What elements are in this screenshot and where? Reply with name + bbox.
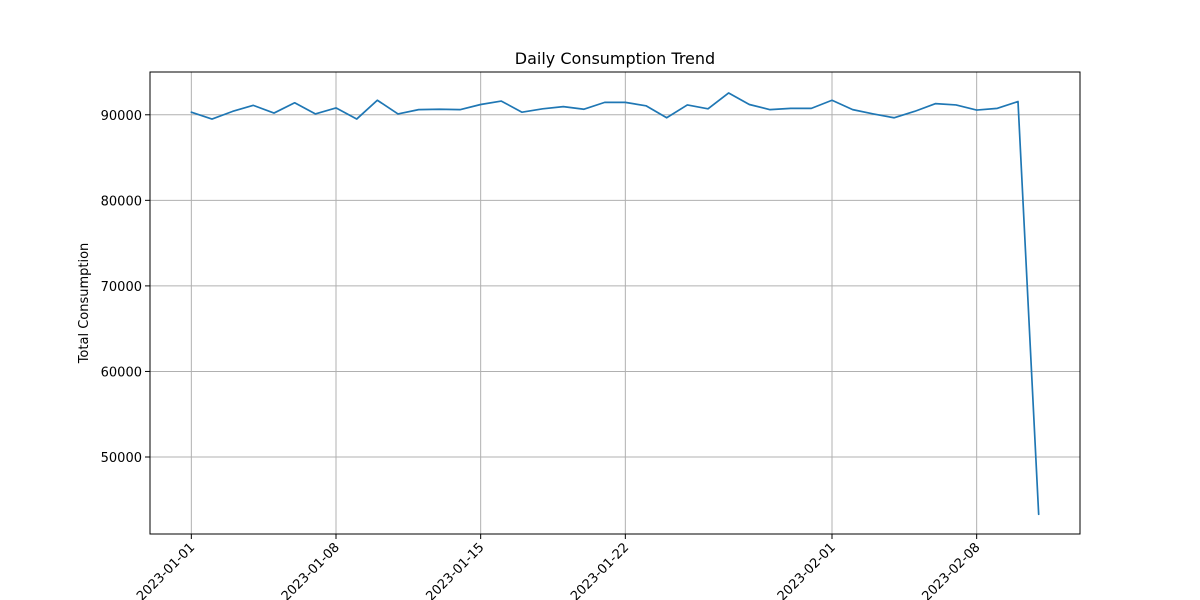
y-tick-label: 70000 — [101, 280, 142, 295]
x-axis-ticks: 2023-01-01 2023-01-08 2023-01-15 2023-01-22… — [134, 534, 983, 600]
grid-layer — [150, 72, 1080, 534]
y-tick-label: 50000 — [101, 451, 142, 466]
y-axis-label: Total Consumption — [77, 243, 92, 365]
y-tick-label: 80000 — [101, 194, 142, 209]
x-tick-label: 2023-02-01 — [775, 540, 839, 600]
plot-area-frame — [149, 71, 1081, 535]
x-tick-label: 2023-02-08 — [919, 540, 983, 600]
x-tick-label: 2023-01-01 — [134, 540, 198, 600]
y-tick-label: 60000 — [101, 365, 142, 380]
series-layer — [190, 92, 1040, 516]
y-axis-ticks: 50000 60000 70000 80000 90000 — [101, 109, 150, 466]
x-tick-label: 2023-01-08 — [279, 540, 343, 600]
series-line — [190, 92, 1040, 516]
x-tick-label: 2023-01-15 — [423, 540, 487, 600]
x-tick-label: 2023-01-22 — [568, 540, 632, 600]
y-tick-label: 90000 — [101, 109, 142, 124]
chart-title: Daily Consumption Trend — [515, 49, 715, 68]
